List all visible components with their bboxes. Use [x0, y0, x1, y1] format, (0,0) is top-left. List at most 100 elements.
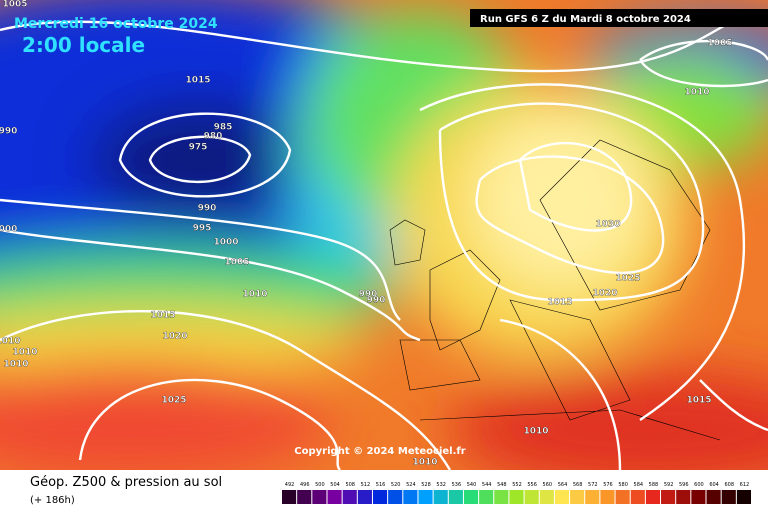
isobar-label: 1010: [523, 427, 548, 437]
isobar-label: 995: [193, 224, 212, 234]
isobar-label: 1030: [595, 220, 620, 230]
isobar-label: 990: [198, 204, 217, 214]
colorbar-label: 504: [330, 482, 340, 488]
colorbar-swatch: [479, 490, 494, 504]
local-time: 2:00 locale: [22, 33, 145, 57]
colorbar-label: 536: [452, 482, 462, 488]
colorbar-swatch: [494, 490, 509, 504]
isobar-label: 1015: [686, 396, 711, 406]
colorbar-label: 572: [588, 482, 598, 488]
colorbar-label: 568: [573, 482, 583, 488]
colorbar-swatch: [524, 490, 539, 504]
geopotential-field: [0, 0, 768, 470]
isobar-label: 1015: [150, 311, 175, 321]
colorbar-label: 544: [482, 482, 492, 488]
colorbar-swatch: [661, 490, 676, 504]
colorbar-swatch: [342, 490, 357, 504]
colorbar-label: 540: [467, 482, 477, 488]
isobar-label: 1005: [224, 258, 249, 268]
isobar-label: 1010: [0, 337, 21, 347]
isobar-label: 980: [204, 132, 223, 142]
isobar-label: 1010: [3, 360, 28, 370]
colorbar-swatch: [600, 490, 615, 504]
colorbar-label: 576: [603, 482, 613, 488]
colorbar-label: 528: [421, 482, 431, 488]
colorbar-label: 520: [391, 482, 401, 488]
colorbar-swatch: [312, 490, 327, 504]
isobar-label: 1015: [185, 76, 210, 86]
colorbar-label: 556: [527, 482, 537, 488]
colorbar-label: 496: [300, 482, 310, 488]
colorbar-swatch: [403, 490, 418, 504]
colorbar-label: 500: [315, 482, 325, 488]
isobar-label: 990: [0, 127, 17, 137]
isobar-label: 975: [189, 143, 208, 153]
colorbar-label: 560: [543, 482, 553, 488]
run-info: Run GFS 6 Z du Mardi 8 octobre 2024: [480, 14, 691, 25]
colorbar-label: 588: [649, 482, 659, 488]
isobar-label: 990: [359, 290, 378, 300]
colorbar-swatch: [388, 490, 403, 504]
lead-time: (+ 186h): [30, 495, 75, 506]
colorbar-label: 552: [512, 482, 522, 488]
colorbar-swatch: [418, 490, 433, 504]
colorbar-label: 584: [634, 482, 644, 488]
isobar-label: 985: [214, 123, 233, 133]
colorbar-label: 524: [406, 482, 416, 488]
colorbar-swatch: [433, 490, 448, 504]
colorbar-swatch: [357, 490, 372, 504]
isobars: [0, 8, 768, 470]
colorbar-swatch: [645, 490, 661, 504]
colorbar-swatch: [570, 490, 585, 504]
isobar-label: 1000: [213, 238, 238, 248]
isobar-label: 990: [367, 296, 386, 306]
colorbar-swatch: [372, 490, 388, 504]
isobar-label: 1010: [242, 290, 267, 300]
isobar-label: 1015: [547, 298, 572, 308]
colorbar-swatch: [327, 490, 342, 504]
colorbar-label: 516: [376, 482, 386, 488]
isobar-label: 1005: [2, 0, 27, 10]
colorbar-label: 600: [694, 482, 704, 488]
colorbar-swatch: [539, 490, 554, 504]
chart-title: Géop. Z500 & pression au sol: [30, 475, 222, 490]
colorbar-swatch: [297, 490, 312, 504]
colorbar-swatch: [554, 490, 570, 504]
colorbar-label: 592: [664, 482, 674, 488]
coastlines: [389, 139, 721, 441]
colorbar-swatch: [721, 490, 736, 504]
colorbar-swatch: [736, 490, 751, 504]
colorbar-label: 596: [679, 482, 689, 488]
isobar-label: 1010: [412, 458, 437, 468]
colorbar-label: 604: [709, 482, 719, 488]
colorbar-label: 564: [558, 482, 568, 488]
colorbar-swatch: [630, 490, 645, 504]
isobar-label: 1025: [615, 274, 640, 284]
isobar-label: 1010: [12, 348, 37, 358]
run-banner: [470, 9, 768, 27]
colorbar-swatch: [615, 490, 630, 504]
colorbar-swatch: [282, 490, 297, 504]
copyright: Copyright © 2024 Meteociel.fr: [294, 446, 465, 457]
colorbar-swatch: [676, 490, 691, 504]
colorbar-label: 492: [285, 482, 295, 488]
colorbar-label: 608: [724, 482, 734, 488]
colorbar-swatch: [448, 490, 463, 504]
colorbar-label: 512: [361, 482, 371, 488]
valid-time: Mercredi 16 octobre 2024: [14, 16, 218, 32]
isobar-label: 1020: [592, 289, 617, 299]
colorbar-label: 548: [497, 482, 507, 488]
colorbar-label: 580: [618, 482, 628, 488]
colorbar-swatch: [585, 490, 600, 504]
colorbar-label: 508: [345, 482, 355, 488]
colorbar-swatch: [706, 490, 721, 504]
colorbar-swatch: [463, 490, 479, 504]
colorbar-label: 532: [436, 482, 446, 488]
isobar-label: 000: [0, 225, 17, 235]
isobar-label: 1010: [684, 88, 709, 98]
isobar-label: 1025: [161, 396, 186, 406]
colorbar-label: 612: [740, 482, 750, 488]
colorbar-swatch: [691, 490, 706, 504]
